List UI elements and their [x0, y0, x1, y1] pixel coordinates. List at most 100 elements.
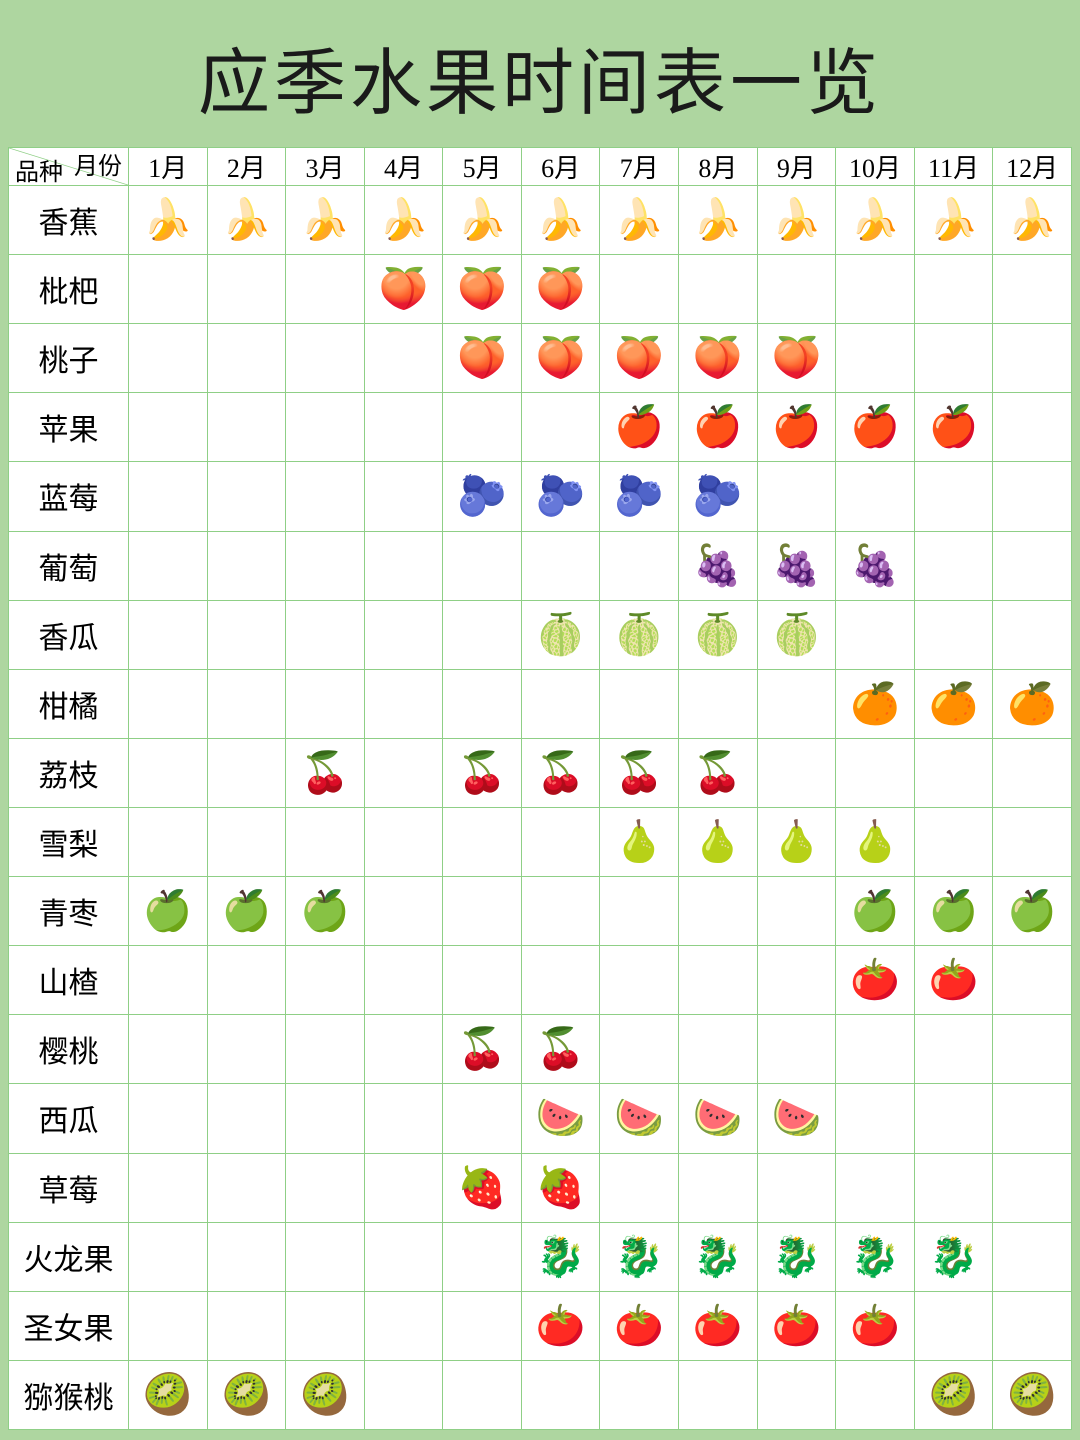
month-cell	[207, 946, 286, 1015]
fruit-name-cell: 雪梨	[9, 807, 129, 876]
page-title: 应季水果时间表一览	[0, 0, 1080, 147]
fruit-icon: 🍌	[379, 197, 429, 242]
fruit-icon: 🥝	[221, 1372, 271, 1417]
fruit-icon: 🍑	[536, 266, 586, 311]
month-cell	[993, 324, 1072, 393]
month-cell: 🍊	[836, 669, 915, 738]
month-cell	[129, 807, 208, 876]
fruit-name-cell: 葡萄	[9, 531, 129, 600]
month-cell: 🍏	[207, 877, 286, 946]
fruit-icon: 🍑	[457, 335, 507, 380]
month-cell	[364, 807, 443, 876]
fruit-icon: 🍇	[850, 543, 900, 588]
month-cell	[914, 462, 993, 531]
month-cell: 🍐	[679, 807, 758, 876]
month-cell	[600, 946, 679, 1015]
month-cell	[914, 807, 993, 876]
month-cell: 🥝	[286, 1360, 365, 1429]
month-cell	[286, 946, 365, 1015]
month-cell	[836, 600, 915, 669]
month-cell	[443, 1291, 522, 1360]
month-cell: 🍈	[757, 600, 836, 669]
fruit-name-cell: 蓝莓	[9, 462, 129, 531]
month-cell	[521, 807, 600, 876]
month-cell: 🍇	[679, 531, 758, 600]
month-cell	[286, 1084, 365, 1153]
table-row: 青枣🍏🍏🍏🍏🍏🍏	[9, 877, 1072, 946]
fruit-icon: 🍎	[850, 404, 900, 449]
fruit-icon: 🍉	[614, 1095, 664, 1140]
month-cell	[993, 1153, 1072, 1222]
month-cell	[443, 1360, 522, 1429]
month-cell	[286, 669, 365, 738]
fruit-icon: 🍌	[693, 197, 743, 242]
month-cell	[207, 1084, 286, 1153]
month-cell: 🍒	[521, 1015, 600, 1084]
fruit-icon: 🍅	[536, 1303, 586, 1348]
fruit-name-cell: 香蕉	[9, 186, 129, 255]
month-cell	[207, 669, 286, 738]
month-cell	[129, 255, 208, 324]
month-cell	[521, 393, 600, 462]
month-cell	[914, 255, 993, 324]
month-header: 5月	[443, 148, 522, 186]
month-cell	[286, 600, 365, 669]
month-cell	[757, 1153, 836, 1222]
month-cell	[364, 600, 443, 669]
month-cell: 🍑	[364, 255, 443, 324]
month-header: 11月	[914, 148, 993, 186]
fruit-name-cell: 枇杷	[9, 255, 129, 324]
month-cell: 🍒	[443, 1015, 522, 1084]
table-row: 圣女果🍅🍅🍅🍅🍅	[9, 1291, 1072, 1360]
month-cell: 🍒	[443, 738, 522, 807]
month-cell	[129, 600, 208, 669]
month-cell	[129, 1015, 208, 1084]
month-cell	[443, 393, 522, 462]
fruit-icon: 🍏	[929, 888, 979, 933]
month-cell	[836, 1153, 915, 1222]
month-cell	[286, 531, 365, 600]
table-row: 火龙果🐉🐉🐉🐉🐉🐉	[9, 1222, 1072, 1291]
month-cell: 🍎	[679, 393, 758, 462]
month-cell: 🫐	[521, 462, 600, 531]
month-cell	[600, 877, 679, 946]
fruit-name-cell: 苹果	[9, 393, 129, 462]
month-cell	[364, 738, 443, 807]
month-cell: 🍊	[914, 669, 993, 738]
month-cell	[364, 1015, 443, 1084]
month-cell: 🍎	[600, 393, 679, 462]
table-row: 草莓🍓🍓	[9, 1153, 1072, 1222]
month-cell: 🥝	[914, 1360, 993, 1429]
month-cell	[600, 1015, 679, 1084]
month-cell: 🐉	[679, 1222, 758, 1291]
month-cell	[207, 1291, 286, 1360]
month-cell	[914, 1015, 993, 1084]
month-cell: 🍑	[443, 324, 522, 393]
month-cell	[757, 669, 836, 738]
month-cell	[914, 600, 993, 669]
fruit-icon: 🍉	[536, 1095, 586, 1140]
fruit-name-cell: 猕猴桃	[9, 1360, 129, 1429]
fruit-icon: 🥝	[929, 1372, 979, 1417]
month-cell: 🍏	[129, 877, 208, 946]
fruit-icon: 🍎	[929, 404, 979, 449]
month-cell: 🍏	[836, 877, 915, 946]
fruit-icon: 🍐	[614, 819, 664, 864]
fruit-icon: 🍒	[457, 1026, 507, 1071]
month-cell: 🍑	[600, 324, 679, 393]
seasonal-fruit-table: 品种 月份 1月2月3月4月5月6月7月8月9月10月11月12月 香蕉🍌🍌🍌🍌…	[8, 147, 1072, 1430]
month-cell	[600, 1360, 679, 1429]
fruit-icon: 🍏	[1007, 888, 1057, 933]
month-cell	[286, 255, 365, 324]
month-cell	[679, 255, 758, 324]
fruit-icon: 🍇	[772, 543, 822, 588]
month-cell	[364, 1084, 443, 1153]
month-cell	[364, 1291, 443, 1360]
month-cell: 🍒	[679, 738, 758, 807]
month-cell	[600, 1153, 679, 1222]
month-cell: 🍅	[914, 946, 993, 1015]
fruit-name-cell: 西瓜	[9, 1084, 129, 1153]
month-cell: 🫐	[443, 462, 522, 531]
month-cell: 🥝	[993, 1360, 1072, 1429]
month-cell: 🍌	[757, 186, 836, 255]
